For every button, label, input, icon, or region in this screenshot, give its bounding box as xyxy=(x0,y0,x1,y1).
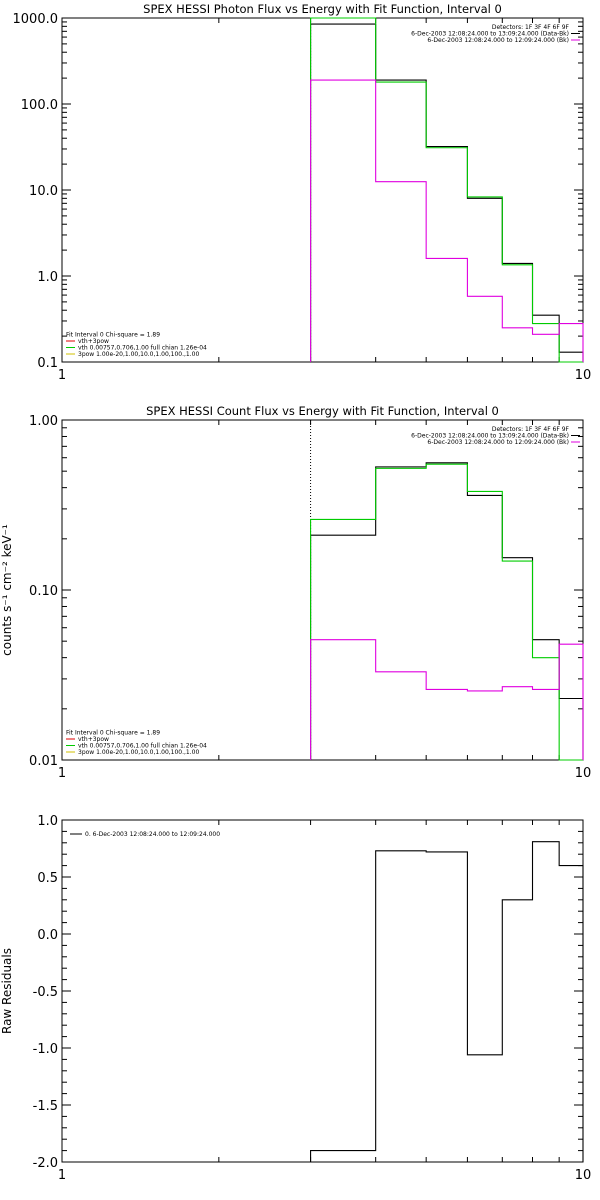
legend-top-left-text: 0. 6-Dec-2003 12:08:24.000 to 12:09:24.0… xyxy=(85,831,220,838)
x-tick-label: 10 xyxy=(575,766,592,781)
plot-frame xyxy=(61,419,584,761)
legend-bottom-left-text: Fit Interval 0 Chi-square = 1.89 xyxy=(66,332,160,339)
chart-title: SPEX HESSI Photon Flux vs Energy with Fi… xyxy=(143,2,502,16)
legend-top-right-text: 6-Dec-2003 12:08:24.000 to 12:09:24.000 … xyxy=(427,439,569,446)
y-tick-label: -0.5 xyxy=(33,985,58,1000)
x-tick-label: 1 xyxy=(58,1168,66,1183)
chart-panel-1: SPEX HESSI Count Flux vs Energy with Fit… xyxy=(0,404,591,781)
plot-frame xyxy=(61,819,584,1163)
y-tick-label: 10.0 xyxy=(29,184,58,199)
y-axis-label: Raw Residuals xyxy=(0,948,14,1034)
chart-title: SPEX HESSI Count Flux vs Energy with Fit… xyxy=(146,404,499,418)
y-tick-label: 0.10 xyxy=(29,584,58,599)
y-tick-label: 100.0 xyxy=(21,98,58,113)
series-data-bk xyxy=(310,462,584,760)
y-tick-label: 0.01 xyxy=(29,754,58,769)
legend-top-right-text: 6-Dec-2003 12:08:24.000 to 12:09:24.000 … xyxy=(427,37,569,44)
y-tick-label: 0.5 xyxy=(37,871,58,886)
legend-top-right-text: 6-Dec-2003 12:08:24.000 to 13:09:24.000 … xyxy=(411,31,569,38)
x-tick-label: 1 xyxy=(58,368,66,383)
legend-bottom-left-text: vth+3pow xyxy=(78,736,109,743)
series-0- xyxy=(310,841,584,1162)
series-vth xyxy=(310,17,583,363)
legend-bottom-left-text: vth 0.00757,0.706,1.00 full chian 1.26e-… xyxy=(78,345,207,352)
y-tick-label: 1000.0 xyxy=(13,12,59,27)
y-tick-label: -1.0 xyxy=(33,1042,58,1057)
x-tick-label: 10 xyxy=(575,1168,592,1183)
legend-top-right-text: 6-Dec-2003 12:08:24.000 to 13:09:24.000 … xyxy=(411,433,569,440)
legend-bottom-left-text: Fit Interval 0 Chi-square = 1.89 xyxy=(66,730,160,737)
plot-frame xyxy=(61,17,584,363)
x-tick-label: 1 xyxy=(58,766,66,781)
chart-panel-0: SPEX HESSI Photon Flux vs Energy with Fi… xyxy=(13,2,592,383)
y-tick-label: 0.1 xyxy=(37,356,58,371)
legend-top-right-text: Detectors: 1F 3F 4F 6F 9F xyxy=(492,426,570,433)
x-tick-label: 10 xyxy=(575,368,592,383)
y-tick-label: -1.5 xyxy=(33,1099,58,1114)
y-tick-label: 1.00 xyxy=(29,414,58,429)
y-tick-label: 1.0 xyxy=(37,814,58,829)
legend-bottom-left-text: 3pow 1.00e-20,1.00,10.0,1.00,100.,1.00 xyxy=(78,351,199,358)
series-data-bk xyxy=(310,23,584,362)
y-tick-label: -2.0 xyxy=(33,1156,58,1171)
y-tick-label: 1.0 xyxy=(37,270,58,285)
y-tick-label: 0.0 xyxy=(37,928,58,943)
legend-bottom-left-text: vth+3pow xyxy=(78,338,109,345)
y-axis-label: counts s⁻¹ cm⁻² keV⁻¹ xyxy=(0,524,14,656)
legend-top-right-text: Detectors: 1F 3F 4F 6F 9F xyxy=(492,24,570,31)
series-vth xyxy=(310,463,583,761)
chart-panel-2: Raw Residuals 1 10 1.0 0.5 0.0 -0.5 -1.0 -1.5 -2.… xyxy=(0,814,591,1183)
series-bk xyxy=(310,639,584,760)
series-bk xyxy=(310,79,584,362)
legend-bottom-left-text: vth 0.00757,0.706,1.00 full chian 1.26e-… xyxy=(78,743,207,750)
legend-bottom-left-text: 3pow 1.00e-20,1.00,10.0,1.00,100.,1.00 xyxy=(78,749,199,756)
